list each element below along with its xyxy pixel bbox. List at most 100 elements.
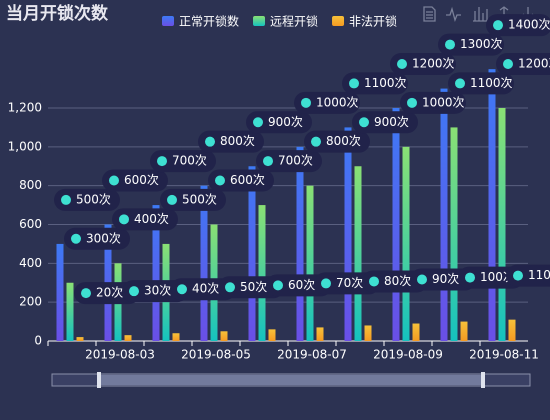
x-tick-label: 2019-08-09 bbox=[373, 348, 443, 362]
line-icon[interactable] bbox=[446, 6, 461, 23]
value-label: 300次 bbox=[86, 231, 121, 245]
value-label-dot bbox=[503, 59, 513, 69]
legend-swatch bbox=[162, 16, 174, 26]
value-label: 600次 bbox=[230, 173, 265, 187]
value-label-dot bbox=[263, 156, 273, 167]
zoom-handle[interactable] bbox=[481, 372, 485, 388]
value-label: 70次 bbox=[336, 276, 363, 290]
value-label: 50次 bbox=[240, 280, 267, 294]
value-label: 80次 bbox=[384, 274, 411, 288]
bar bbox=[488, 69, 496, 342]
value-label: 110次 bbox=[528, 268, 550, 282]
value-label: 800次 bbox=[220, 134, 255, 148]
bar bbox=[402, 146, 410, 341]
value-label: 900次 bbox=[374, 115, 409, 129]
value-label-dot bbox=[407, 97, 417, 108]
value-label-dot bbox=[321, 278, 331, 289]
value-label: 1200次 bbox=[412, 57, 455, 71]
value-label-pill bbox=[198, 130, 264, 153]
legend-label: 正常开锁数 bbox=[179, 14, 239, 29]
value-label-dot bbox=[81, 288, 91, 299]
value-label-pill bbox=[54, 188, 120, 211]
bar bbox=[248, 166, 256, 341]
chart-title: 当月开锁次数 bbox=[6, 3, 109, 24]
bar bbox=[354, 166, 362, 341]
bar bbox=[306, 185, 314, 341]
value-label: 1400次 bbox=[508, 18, 550, 32]
value-label-pill bbox=[352, 111, 418, 134]
value-label-pill bbox=[506, 264, 550, 287]
legend-label: 非法开锁 bbox=[349, 14, 397, 29]
bar bbox=[200, 185, 208, 341]
value-label-pill bbox=[438, 33, 504, 56]
value-label-dot bbox=[215, 175, 225, 186]
bar bbox=[508, 319, 516, 341]
bar bbox=[66, 282, 74, 341]
value-labels: 500次 600次 700次 800次 900次 1000次 1100次 1200次 1300次… bbox=[54, 14, 550, 305]
value-label-dot bbox=[167, 194, 177, 205]
value-label: 100次 bbox=[480, 270, 515, 284]
value-label-pill bbox=[208, 169, 274, 192]
value-label-pill bbox=[448, 72, 514, 95]
value-label-dot bbox=[349, 78, 359, 89]
bar bbox=[440, 88, 448, 341]
value-label: 1300次 bbox=[460, 37, 503, 51]
value-label: 600次 bbox=[124, 173, 159, 187]
y-tick-label: 800 bbox=[19, 178, 42, 192]
bar bbox=[344, 127, 352, 342]
bar bbox=[220, 331, 228, 341]
value-label-dot bbox=[311, 136, 321, 147]
value-label: 500次 bbox=[76, 192, 111, 206]
x-tick-label: 2019-08-05 bbox=[181, 348, 251, 362]
value-label-pill bbox=[150, 150, 216, 173]
value-label: 700次 bbox=[172, 154, 207, 168]
value-label-pill bbox=[294, 91, 360, 114]
value-label-pill bbox=[496, 53, 550, 75]
value-label-dot bbox=[61, 194, 71, 205]
value-label: 1200次 bbox=[518, 57, 550, 71]
value-label: 40次 bbox=[192, 282, 219, 296]
value-label-dot bbox=[369, 276, 379, 287]
value-label: 700次 bbox=[278, 154, 313, 168]
bar-icon[interactable] bbox=[473, 7, 489, 22]
zoom-handle[interactable] bbox=[97, 372, 101, 388]
value-label: 900次 bbox=[268, 115, 303, 129]
value-label-dot bbox=[225, 282, 235, 293]
y-tick-label: 0 bbox=[34, 334, 42, 348]
bar bbox=[152, 205, 160, 341]
bar bbox=[392, 108, 400, 341]
value-label: 1100次 bbox=[470, 76, 513, 90]
value-label: 20次 bbox=[96, 286, 123, 300]
bar bbox=[460, 321, 468, 341]
legend-swatch bbox=[332, 16, 345, 26]
bar bbox=[124, 335, 132, 341]
value-label-dot bbox=[465, 272, 475, 283]
bar bbox=[364, 325, 372, 341]
data-zoom[interactable] bbox=[51, 372, 531, 388]
x-tick-label: 2019-08-07 bbox=[277, 348, 347, 362]
legend-label: 远程开锁 bbox=[270, 14, 318, 29]
value-label: 400次 bbox=[134, 212, 169, 226]
bar bbox=[316, 327, 324, 341]
value-label-pill bbox=[246, 111, 312, 134]
data-view-icon[interactable] bbox=[423, 6, 436, 22]
bar bbox=[258, 205, 266, 341]
value-label-dot bbox=[301, 97, 311, 108]
value-label: 90次 bbox=[432, 272, 459, 286]
zoom-window[interactable] bbox=[99, 375, 483, 385]
value-label-pill bbox=[112, 208, 178, 231]
bar bbox=[56, 243, 64, 341]
value-label-pill bbox=[400, 91, 466, 114]
value-label-dot bbox=[71, 233, 81, 244]
y-tick-label: 400 bbox=[19, 256, 42, 270]
value-label: 800次 bbox=[326, 134, 361, 148]
y-tick-label: 200 bbox=[19, 295, 42, 309]
value-label-pill bbox=[304, 130, 370, 153]
value-label-pill bbox=[256, 150, 322, 173]
value-label: 60次 bbox=[288, 278, 315, 292]
value-label-dot bbox=[417, 274, 427, 285]
value-label: 1000次 bbox=[316, 95, 359, 109]
bar bbox=[498, 108, 506, 341]
value-label: 30次 bbox=[144, 284, 171, 298]
